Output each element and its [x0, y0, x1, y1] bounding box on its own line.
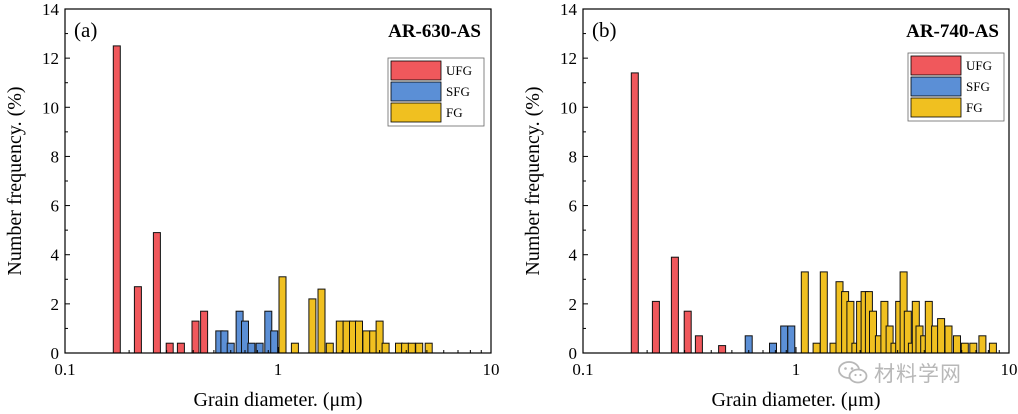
panel-a-bar-fg-9	[362, 330, 371, 354]
panel-a-ticks: 0 2 4 6 8 10 12 14 0.1 1 10	[42, 0, 500, 379]
panel-a-bar-ufg-5	[191, 320, 200, 354]
panel-b-bar-fg-25	[937, 318, 946, 354]
panel-a-x-tick-label-2: 10	[483, 360, 500, 379]
panel-b-y-tick-label-4: 8	[569, 147, 578, 166]
panel-b-bar-fg-1	[812, 342, 821, 354]
panel-b: 0 2 4 6 8 10 12 14 0.1 1 10 (b) AR-740-AS Number f…	[522, 0, 1018, 411]
panel-a-bar-ufg-6	[200, 310, 209, 354]
panel-a-bar-fg-0	[278, 276, 287, 354]
panel-b-bar-sfg-3	[787, 325, 796, 354]
panel-a-y-tick-label-5: 10	[42, 98, 59, 117]
panel-b-bar-fg-0	[800, 271, 809, 354]
panel-b-x-axis-label: Grain diameter. (μm)	[712, 389, 881, 411]
panel-a-bar-fg-16	[415, 342, 424, 354]
panel-b-y-tick-label-1: 2	[569, 295, 578, 314]
panel-b-bar-ufg-2	[670, 256, 679, 354]
panel-a-bar-ufg-4	[176, 342, 185, 354]
panel-a-title: AR-630-AS	[388, 21, 481, 42]
panel-b-bar-ufg-0	[630, 72, 639, 354]
panel-a-bar-fg-5	[335, 320, 344, 354]
panel-b-y-tick-label-0: 0	[569, 344, 578, 363]
panel-b-bar-fg-2	[819, 271, 828, 354]
panel-b-y-tick-label-6: 12	[560, 49, 577, 68]
panel-b-x-tick-label-0: 0.1	[572, 360, 593, 379]
panel-b-bar-fg-30	[978, 335, 987, 354]
panel-b-legend-swatch-fg	[910, 97, 962, 118]
panel-a-bar-ufg-1	[133, 286, 142, 354]
panel-b-title: AR-740-AS	[906, 21, 999, 42]
panel-a-bar-fg-8	[355, 320, 363, 354]
panel-a-bar-fg-2	[308, 298, 317, 354]
panel-a: 0 2 4 6 8 10 12 14 0.1 1 10 (a) AR-630-AS Number f…	[4, 0, 500, 411]
panel-b-legend: UFG SFG FG	[907, 52, 1005, 122]
panel-a-x-tick-label-1: 1	[274, 360, 283, 379]
panel-a-y-tick-label-6: 12	[42, 49, 59, 68]
wechat-icon	[838, 361, 868, 384]
watermark-text: 材料学网	[874, 362, 962, 386]
panel-a-legend-swatch-ufg	[390, 60, 442, 81]
panel-b-y-tick-label-2: 4	[569, 246, 578, 265]
panel-a-legend-label-sfg: SFG	[446, 84, 470, 99]
panel-a-bar-fg-17	[424, 342, 433, 354]
panel-b-bar-fg-26	[944, 325, 953, 354]
panel-b-legend-label-sfg: SFG	[966, 79, 990, 94]
panel-a-bar-fg-12	[381, 342, 390, 354]
panel-a-bar-ufg-0	[112, 45, 121, 354]
panel-b-y-tick-label-5: 10	[560, 98, 577, 117]
panel-b-bar-fg-27	[953, 335, 961, 354]
panel-a-legend-swatch-sfg	[390, 81, 442, 102]
panel-a-bar-ufg-2	[152, 232, 161, 354]
panel-b-ticks: 0 2 4 6 8 10 12 14 0.1 1 10	[560, 0, 1018, 379]
watermark: 材料学网	[838, 356, 1014, 390]
panel-a-bar-fg-14	[401, 342, 410, 354]
panel-a-y-tick-label-3: 6	[51, 197, 60, 216]
panel-a-bar-sfg-5	[247, 342, 256, 354]
panel-a-x-tick-label-0: 0.1	[54, 360, 75, 379]
panel-a-bar-fg-15	[407, 342, 416, 354]
panel-b-x-tick-label-2: 10	[1001, 360, 1018, 379]
panel-a-bar-fg-4	[325, 342, 334, 354]
panel-b-legend-label-fg: FG	[966, 100, 983, 115]
panel-b-bar-ufg-5	[718, 345, 727, 354]
panel-a-legend-swatch-fg	[390, 102, 442, 123]
panel-a-bars	[112, 45, 433, 354]
panel-a-bar-fg-1	[290, 342, 299, 354]
panel-b-bar-sfg-2	[780, 325, 789, 354]
panel-a-bar-fg-3	[317, 288, 326, 354]
panel-b-bar-ufg-1	[651, 300, 660, 354]
panel-b-bar-fg-31	[988, 342, 997, 354]
panel-b-y-tick-label-3: 6	[569, 197, 578, 216]
panel-b-bar-ufg-4	[694, 335, 703, 354]
panel-a-y-tick-label-1: 2	[51, 295, 60, 314]
panel-b-bar-ufg-3	[683, 310, 692, 354]
panel-b-bar-fg-28	[960, 342, 969, 354]
panel-a-y-tick-label-2: 4	[51, 246, 60, 265]
panel-b-legend-swatch-ufg	[910, 55, 962, 76]
panel-a-y-tick-label-4: 8	[51, 147, 60, 166]
panel-a-y-tick-label-7: 14	[42, 0, 60, 19]
panel-a-label: (a)	[74, 18, 97, 42]
panel-a-y-axis-label: Number frequency. (%)	[4, 86, 26, 275]
panel-a-bar-sfg-8	[270, 330, 279, 354]
panel-b-label: (b)	[592, 18, 617, 42]
panel-a-legend: UFG SFG FG	[387, 57, 485, 127]
panel-a-legend-label-ufg: UFG	[446, 63, 472, 78]
panel-a-y-tick-label-0: 0	[51, 344, 60, 363]
panel-a-bar-ufg-3	[165, 342, 174, 354]
panel-b-legend-label-ufg: UFG	[966, 58, 992, 73]
panel-b-y-axis-label: Number frequency. (%)	[522, 86, 544, 275]
panel-b-legend-swatch-sfg	[910, 76, 962, 97]
panel-b-y-tick-label-7: 14	[560, 0, 578, 19]
panel-a-x-axis-label: Grain diameter. (μm)	[194, 389, 363, 411]
panel-a-legend-label-fg: FG	[446, 105, 463, 120]
panel-b-x-tick-label-1: 1	[792, 360, 801, 379]
